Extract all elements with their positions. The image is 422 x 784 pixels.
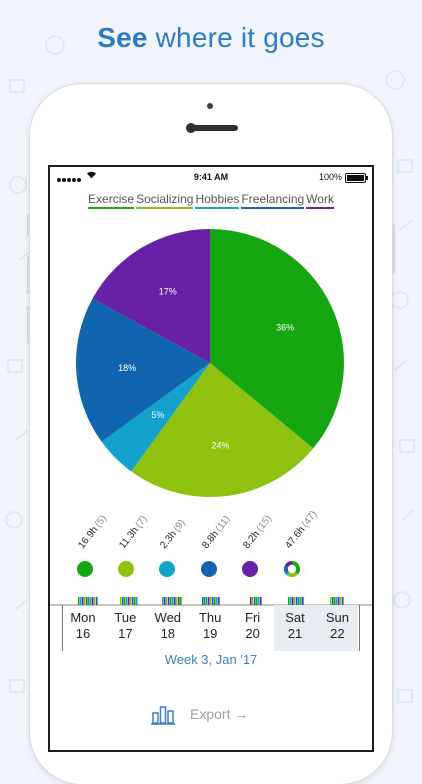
day-selector: Mon 16 Tue 17 Wed 18 Thu 19 Fri 20 Sat 21 Sun 22 — [50, 605, 372, 651]
stat-item[interactable]: 16.9h(5) — [76, 502, 117, 577]
pie-slice-hobbies[interactable] — [101, 363, 210, 472]
pie-chart: 36% 24% 5% 18% 17% — [75, 229, 344, 497]
day-name: Tue — [114, 610, 137, 625]
stat-color-dot — [118, 561, 134, 577]
app-screen: 9:41 AM 100% Exercise Socializing Hobbies F… — [50, 167, 372, 750]
bar-chart-icon[interactable] — [151, 703, 175, 725]
week-divider — [62, 605, 63, 651]
day-name: Sun — [325, 610, 349, 625]
category-stats: 16.9h(5) 11.3h(7) 2.3h(9) 8.8h(11) 8.2h(15) 4… — [50, 502, 372, 577]
stat-label: 8.2h(15) — [241, 513, 274, 551]
legend-item-socializing[interactable]: Socializing — [136, 192, 194, 209]
day-name: Fri — [245, 610, 261, 625]
pie-slice-exercise[interactable] — [210, 229, 344, 449]
stat-count: (11) — [213, 513, 233, 535]
status-time: 9:41 AM — [193, 172, 229, 182]
battery-icon — [345, 173, 368, 183]
day-name: Sat — [285, 610, 305, 625]
pie-label-freelancing: 18% — [118, 363, 136, 373]
stat-hours: 11.3h — [117, 525, 141, 551]
day-date: 18 — [160, 626, 176, 641]
week-label[interactable]: Week 3, Jan '17 — [164, 652, 258, 667]
day-date: 21 — [287, 626, 303, 641]
legend-item-exercise[interactable]: Exercise — [88, 192, 135, 209]
day-date: 22 — [330, 626, 345, 641]
status-bar: 9:41 AM 100% — [50, 167, 372, 187]
headline-bold: See — [97, 22, 148, 53]
pie-label-socializing: 24% — [211, 440, 229, 450]
stat-count: (15) — [254, 513, 275, 535]
day-sat[interactable]: Sat 21 — [274, 605, 316, 651]
stat-label: 47.6h(47) — [283, 509, 319, 551]
headline-rest: where it goes — [155, 22, 325, 53]
stat-hours: 8.8h — [200, 528, 221, 551]
stat-hours: 47.6h — [283, 524, 308, 551]
day-name: Mon — [70, 610, 96, 625]
stat-color-dot — [201, 561, 217, 577]
day-sun[interactable]: Sun 22 — [316, 605, 359, 651]
pie-label-work: 17% — [159, 286, 177, 296]
wifi-icon — [86, 170, 97, 181]
day-date: 17 — [118, 626, 133, 641]
legend-item-hobbies[interactable]: Hobbies — [195, 192, 240, 209]
power-button — [392, 224, 395, 274]
day-mon[interactable]: Mon 16 — [62, 605, 104, 651]
stat-hours: 16.9h — [76, 524, 101, 551]
stat-item[interactable]: 11.3h(7) — [117, 502, 158, 577]
background-pattern — [5, 35, 415, 703]
stat-label: 11.3h(7) — [117, 514, 149, 551]
battery-percent: 100% — [318, 172, 342, 182]
stat-item[interactable]: 8.2h(15) — [241, 502, 282, 577]
legend-item-freelancing[interactable]: Freelancing — [241, 192, 305, 209]
pie-label-exercise: 36% — [276, 323, 294, 333]
stat-hours: 2.3h — [158, 528, 179, 551]
day-name: Wed — [154, 610, 182, 625]
volume-up-button — [27, 256, 30, 294]
stat-item[interactable]: 47.6h(47) — [283, 502, 324, 577]
mute-switch — [27, 214, 30, 236]
stat-label: 16.9h(5) — [76, 513, 109, 551]
signal-dots — [57, 174, 82, 184]
volume-down-button — [27, 306, 30, 344]
day-thu[interactable]: Thu 19 — [189, 605, 231, 651]
bottom-toolbar: Export → — [50, 703, 372, 729]
stat-item[interactable]: 2.3h(9) — [158, 502, 199, 577]
day-name: Thu — [198, 610, 222, 625]
pie-slice-socializing[interactable] — [131, 363, 314, 497]
stat-count: (47) — [299, 508, 320, 530]
headline: See where it goes — [0, 22, 422, 54]
stat-color-dot — [159, 561, 175, 577]
stat-item[interactable]: 8.8h(11) — [200, 502, 241, 577]
export-button[interactable]: Export → — [190, 706, 249, 722]
stat-label: 2.3h(9) — [158, 518, 187, 551]
stat-color-dot — [77, 561, 93, 577]
day-date: 16 — [75, 626, 91, 641]
stat-label: 8.8h(11) — [200, 514, 232, 551]
stat-hours: 8.2h — [241, 528, 262, 551]
pie-slice-work[interactable] — [92, 229, 210, 363]
day-fri[interactable]: Fri 20 — [232, 605, 274, 651]
legend-item-work[interactable]: Work — [306, 192, 334, 209]
stat-color-dot — [242, 561, 258, 577]
day-date: 20 — [245, 626, 260, 641]
week-divider — [359, 605, 360, 651]
pie-label-hobbies: 5% — [151, 410, 164, 420]
day-tue[interactable]: Tue 17 — [104, 605, 146, 651]
category-legend: Exercise Socializing Hobbies Freelancing Wor… — [50, 192, 372, 209]
pie-slice-freelancing[interactable] — [75, 298, 210, 442]
proximity-sensor — [207, 103, 213, 109]
donut-total-icon — [284, 561, 300, 577]
day-wed[interactable]: Wed 18 — [147, 605, 189, 651]
earpiece-speaker — [186, 125, 238, 131]
day-date: 19 — [202, 626, 218, 641]
